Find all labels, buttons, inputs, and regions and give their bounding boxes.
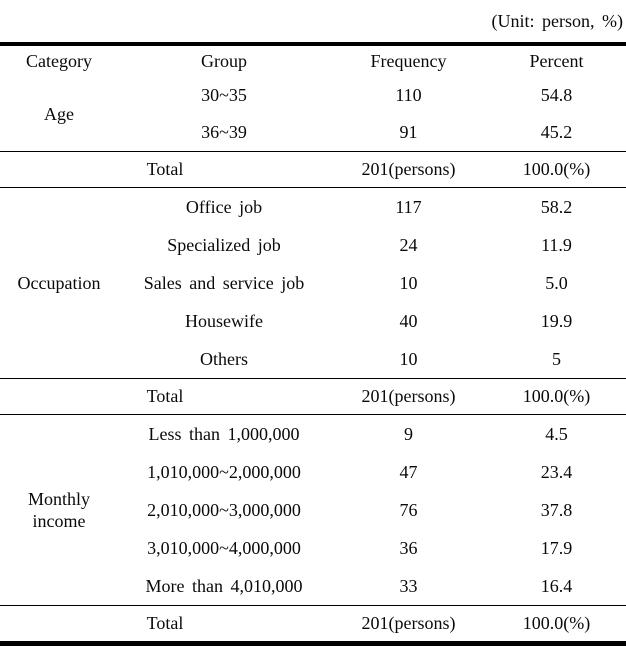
- total-frequency: 201(persons): [361, 386, 456, 406]
- category-cell: Age: [0, 77, 118, 151]
- demographics-table: Category Group Frequency Percent Age 30~…: [0, 42, 626, 646]
- percent-cell: 16.4: [540, 575, 573, 596]
- category-cell: Monthly income: [0, 415, 118, 605]
- group-cell: Office job: [185, 196, 263, 217]
- category-cell: Occupation: [0, 188, 118, 378]
- table-row: 3,010,000~4,000,000 36 17.9: [118, 529, 626, 567]
- percent-cell: 45.2: [540, 122, 573, 142]
- header-row: Category Group Frequency Percent: [0, 46, 626, 77]
- total-percent: 100.0(%): [522, 613, 591, 633]
- table-row: More than 4,010,000 33 16.4: [118, 567, 626, 605]
- percent-cell: 23.4: [540, 461, 573, 482]
- frequency-cell: 117: [395, 196, 422, 217]
- percent-cell: 19.9: [540, 310, 573, 331]
- group-cell: Sales and service job: [143, 272, 305, 293]
- percent-cell: 58.2: [540, 196, 573, 217]
- table-row: 2,010,000~3,000,000 76 37.8: [118, 491, 626, 529]
- group-cell: Housewife: [185, 310, 263, 331]
- group-cell: 2,010,000~3,000,000: [147, 499, 301, 520]
- frequency-cell: 76: [399, 499, 418, 520]
- percent-cell: 5: [552, 348, 561, 369]
- column-header-group: Group: [201, 51, 247, 71]
- frequency-cell: 40: [399, 310, 418, 331]
- total-row: Total 201(persons) 100.0(%): [0, 605, 626, 641]
- total-frequency: 201(persons): [361, 613, 456, 633]
- percent-cell: 37.8: [540, 499, 573, 520]
- column-header-category: Category: [26, 51, 92, 71]
- total-row: Total 201(persons) 100.0(%): [0, 378, 626, 414]
- column-header-percent: Percent: [529, 51, 584, 71]
- group-cell: 36~39: [201, 122, 247, 142]
- total-frequency: 201(persons): [361, 159, 456, 179]
- frequency-cell: 9: [404, 423, 413, 444]
- table-row: 36~39 91 45.2: [118, 114, 626, 151]
- group-cell: Others: [200, 348, 248, 369]
- table-row: Less than 1,000,000 9 4.5: [118, 415, 626, 453]
- column-header-frequency: Frequency: [370, 51, 447, 71]
- group-cell: 30~35: [201, 85, 247, 105]
- table-row: Sales and service job 10 5.0: [118, 264, 626, 302]
- frequency-cell: 10: [399, 272, 418, 293]
- group-cell: Less than 1,000,000: [148, 423, 300, 444]
- percent-cell: 17.9: [540, 537, 573, 558]
- category-label: Occupation: [17, 272, 101, 293]
- table-row: Housewife 40 19.9: [118, 302, 626, 340]
- frequency-cell: 36: [399, 537, 418, 558]
- percent-cell: 5.0: [545, 272, 568, 293]
- percent-cell: 4.5: [545, 423, 568, 444]
- frequency-cell: 47: [399, 461, 418, 482]
- total-percent: 100.0(%): [522, 386, 591, 406]
- total-label: Total: [146, 386, 184, 406]
- total-row: Total 201(persons) 100.0(%): [0, 151, 626, 187]
- category-label: Age: [44, 103, 74, 124]
- table-row: Others 10 5: [118, 340, 626, 378]
- table-row: 1,010,000~2,000,000 47 23.4: [118, 453, 626, 491]
- total-label: Total: [146, 613, 184, 633]
- section-age: Age 30~35 110 54.8 36~39 91 45.2: [0, 77, 626, 151]
- unit-label: (Unit: person, %): [491, 10, 623, 31]
- table-row: Specialized job 24 11.9: [118, 226, 626, 264]
- frequency-cell: 10: [399, 348, 418, 369]
- frequency-cell: 33: [399, 575, 418, 596]
- section-monthly-income: Monthly income Less than 1,000,000 9 4.5…: [0, 414, 626, 605]
- frequency-cell: 24: [399, 234, 418, 255]
- frequency-cell: 91: [399, 122, 418, 142]
- group-cell: 3,010,000~4,000,000: [147, 537, 301, 558]
- percent-cell: 54.8: [540, 85, 573, 105]
- category-label: Monthly income: [27, 488, 90, 532]
- table-row: Office job 117 58.2: [118, 188, 626, 226]
- total-percent: 100.0(%): [522, 159, 591, 179]
- group-cell: More than 4,010,000: [145, 575, 303, 596]
- section-occupation: Occupation Office job 117 58.2 Specializ…: [0, 187, 626, 378]
- table-row: 30~35 110 54.8: [118, 77, 626, 114]
- percent-cell: 11.9: [541, 234, 572, 255]
- group-cell: 1,010,000~2,000,000: [147, 461, 301, 482]
- group-cell: Specialized job: [167, 234, 281, 255]
- total-label: Total: [146, 159, 184, 179]
- frequency-cell: 110: [395, 85, 422, 105]
